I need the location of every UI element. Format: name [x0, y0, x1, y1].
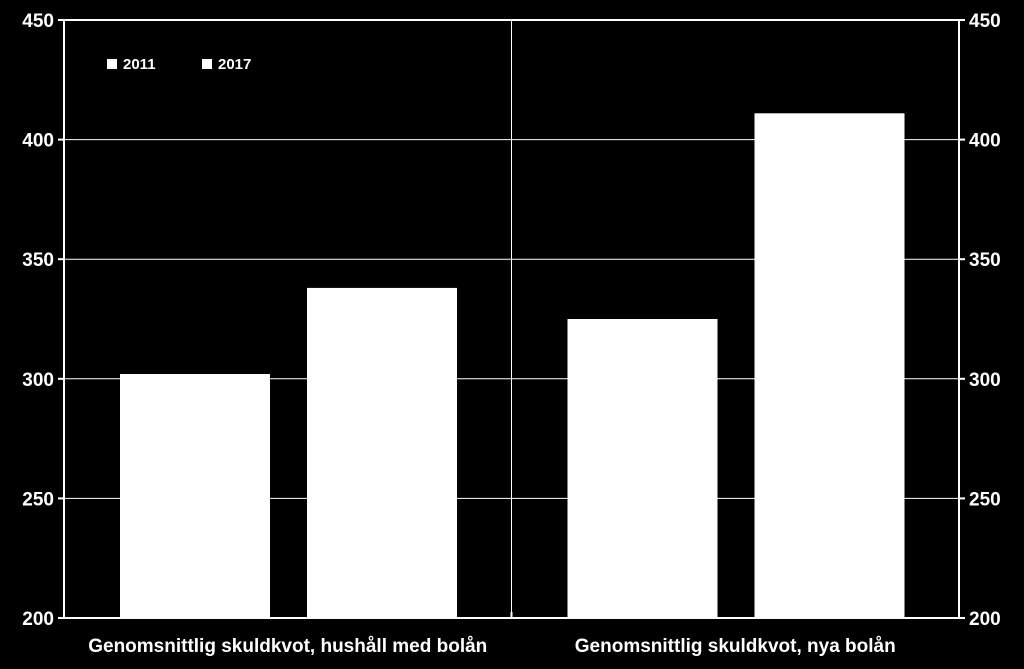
legend: 2011 2017	[107, 56, 251, 73]
left-tick-label: 450	[22, 11, 54, 32]
right-tick-label: 250	[969, 489, 1001, 510]
category-labels: Genomsnittlig skuldkvot, hushåll med bol…	[88, 636, 895, 657]
legend-label: 2017	[218, 56, 251, 73]
left-axis-ticks: 200 250 300 350 400 450	[22, 11, 64, 630]
right-tick-label: 350	[969, 250, 1001, 271]
right-axis-ticks: 200 250 300 350 400 450	[959, 11, 1001, 630]
right-tick-label: 450	[969, 11, 1001, 32]
axes	[63, 19, 960, 619]
left-tick-label: 250	[22, 489, 54, 510]
bar-2011	[120, 374, 270, 618]
right-tick-label: 400	[969, 131, 1001, 152]
bar-2017	[307, 287, 457, 618]
bars	[120, 113, 905, 619]
left-tick-label: 350	[22, 250, 54, 271]
left-tick-label: 300	[22, 370, 54, 391]
right-tick-label: 200	[969, 609, 1001, 630]
bar-2017	[754, 113, 905, 619]
category-label: Genomsnittlig skuldkvot, nya bolån	[575, 636, 896, 657]
right-tick-label: 300	[969, 370, 1001, 391]
bar-2011	[567, 319, 718, 618]
legend-swatch	[107, 59, 117, 69]
left-tick-label: 400	[22, 131, 54, 152]
category-label: Genomsnittlig skuldkvot, hushåll med bol…	[88, 636, 487, 657]
legend-label: 2011	[123, 56, 156, 73]
left-tick-label: 200	[22, 609, 54, 630]
legend-swatch	[202, 59, 212, 69]
